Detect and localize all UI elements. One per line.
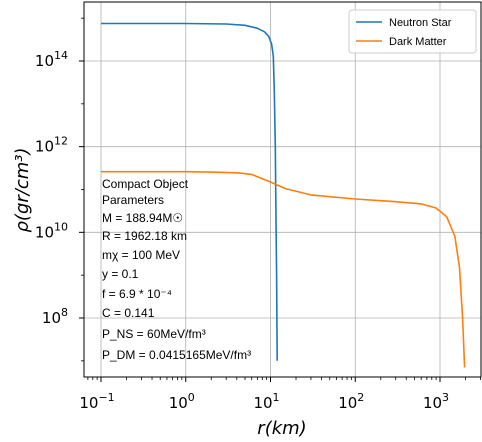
x-axis-label: r(km): [257, 418, 306, 439]
legend-box: [348, 9, 477, 54]
annotation-line-p-dm: P_DM = 0.0415165MeV/fm³: [102, 348, 251, 362]
series-line-neutron-star: [101, 22, 278, 361]
series-line-dark-matter: [101, 170, 466, 368]
y-tick-label: 1014: [35, 49, 68, 70]
y-tick-label: 1012: [35, 135, 68, 156]
x-tick-label: 102: [338, 391, 364, 412]
annotation-line-c: C = 0.141: [102, 306, 155, 320]
legend: Neutron Star Dark Matter: [348, 9, 477, 54]
parameters-annotation: Compact Object Parameters M = 188.94M☉ R…: [102, 177, 251, 362]
legend-label-neutron-star: Neutron Star: [389, 17, 452, 29]
x-tick-label: 101: [253, 391, 279, 412]
legend-label-dark-matter: Dark Matter: [389, 36, 447, 48]
y-axis-label: ρ(gr/cm³): [12, 147, 33, 232]
x-tick-label: 100: [169, 391, 195, 412]
axis-ticks: 10−1 100 101 102 103 108 1010 1012 1014: [35, 17, 481, 412]
x-tick-label: 10−1: [79, 391, 114, 412]
y-tick-label: 108: [42, 306, 68, 327]
x-tick-label: 103: [423, 391, 449, 412]
annotation-line-title: Compact Object: [102, 177, 189, 191]
annotation-line-y: y = 0.1: [102, 267, 139, 281]
annotation-line-parameters: Parameters: [102, 193, 164, 207]
y-tick-label: 1010: [35, 220, 68, 241]
annotation-line-f: f = 6.9 * 10⁻⁴: [102, 287, 172, 301]
grid: [84, 2, 481, 377]
series-group: [101, 22, 466, 368]
annotation-line-particle-mass: mχ = 100 MeV: [102, 248, 180, 262]
annotation-line-p-ns: P_NS = 60MeV/fm³: [102, 327, 206, 341]
annotation-line-mass: M = 188.94M☉: [102, 211, 183, 225]
annotation-line-radius: R = 1962.18 km: [102, 229, 187, 243]
